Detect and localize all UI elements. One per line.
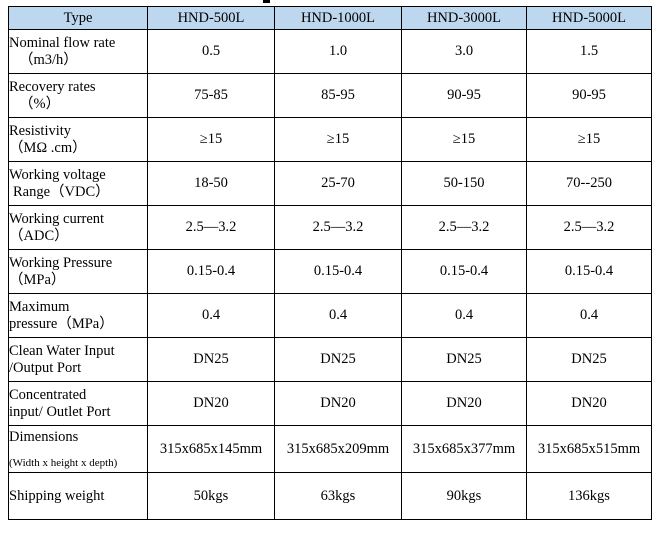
row-label-working-voltage: Working voltage Range（VDC） <box>8 161 148 206</box>
table-cell: 85-95 <box>274 73 402 118</box>
table-row: Shipping weight 50kgs 63kgs 90kgs 136kgs <box>8 472 652 520</box>
table-cell: ≥15 <box>274 117 402 162</box>
row-label-recovery-rates: Recovery rates （%） <box>8 73 148 118</box>
row-label-line: Maximum <box>9 298 70 315</box>
table-cell: 315x685x377mm <box>401 425 527 473</box>
table-cell: 18-50 <box>147 161 275 206</box>
table-cell: 50-150 <box>401 161 527 206</box>
row-label-line: input/ Outlet Port <box>9 403 111 420</box>
table-cell: 136kgs <box>526 472 652 520</box>
row-label-working-pressure: Working Pressure （MPa） <box>8 249 148 294</box>
table-cell: 2.5—3.2 <box>526 205 652 250</box>
table-row: Recovery rates （%） 75-85 85-95 90-95 90-… <box>8 73 652 118</box>
table-cell: ≥15 <box>401 117 527 162</box>
row-label-line: pressure（MPa） <box>9 315 114 332</box>
header-model-hnd-5000l: HND-5000L <box>526 6 652 30</box>
header-model-hnd-1000l: HND-1000L <box>274 6 402 30</box>
table-cell: DN20 <box>526 381 652 426</box>
row-label-line: Clean Water Input <box>9 342 115 359</box>
table-cell: 1.5 <box>526 29 652 74</box>
table-cell: DN20 <box>401 381 527 426</box>
table-cell: 50kgs <box>147 472 275 520</box>
table-row: Resistivity （MΩ .cm） ≥15 ≥15 ≥15 ≥15 <box>8 117 652 162</box>
row-label-line: Shipping weight <box>9 487 105 504</box>
row-label-maximum-pressure: Maximum pressure（MPa） <box>8 293 148 338</box>
row-label-line: Concentrated <box>9 386 87 403</box>
row-label-line: Working Pressure <box>9 254 113 271</box>
table-cell: 0.15-0.4 <box>274 249 402 294</box>
table-cell: ≥15 <box>526 117 652 162</box>
table-cell: 25-70 <box>274 161 402 206</box>
row-label-line: Working current <box>9 210 105 227</box>
spec-table: Type HND-500L HND-1000L HND-3000L HND-50… <box>8 6 652 520</box>
row-label-line: Recovery rates <box>9 78 96 95</box>
top-tick-mark <box>263 0 270 3</box>
table-cell: 3.0 <box>401 29 527 74</box>
row-label-nominal-flow-rate: Nominal flow rate （m3/h） <box>8 29 148 74</box>
header-model-hnd-500l: HND-500L <box>147 6 275 30</box>
table-row: Nominal flow rate （m3/h） 0.5 1.0 3.0 1.5 <box>8 29 652 74</box>
table-row: Concentrated input/ Outlet Port DN20 DN2… <box>8 381 652 426</box>
table-cell: 0.15-0.4 <box>147 249 275 294</box>
row-label-line: /Output Port <box>9 359 82 376</box>
row-label-dimensions: Dimensions (Width x height x depth) <box>8 425 148 473</box>
table-cell: 70--250 <box>526 161 652 206</box>
table-cell: 63kgs <box>274 472 402 520</box>
table-row: Working current （ADC） 2.5—3.2 2.5—3.2 2.… <box>8 205 652 250</box>
row-label-line: （ADC） <box>9 227 69 244</box>
table-cell: 0.4 <box>274 293 402 338</box>
row-label-working-current: Working current （ADC） <box>8 205 148 250</box>
row-label-line: Resistivity <box>9 122 72 139</box>
row-label-shipping-weight: Shipping weight <box>8 472 148 520</box>
table-cell: 90-95 <box>401 73 527 118</box>
table-cell: ≥15 <box>147 117 275 162</box>
row-label-line: （m3/h） <box>19 51 78 68</box>
top-rule <box>0 0 657 3</box>
table-cell: 0.4 <box>147 293 275 338</box>
table-row: Maximum pressure（MPa） 0.4 0.4 0.4 0.4 <box>8 293 652 338</box>
row-label-resistivity: Resistivity （MΩ .cm） <box>8 117 148 162</box>
table-row: Working voltage Range（VDC） 18-50 25-70 5… <box>8 161 652 206</box>
row-label-line: Dimensions <box>9 428 79 445</box>
table-cell: DN25 <box>147 337 275 382</box>
table-cell: 0.5 <box>147 29 275 74</box>
header-type: Type <box>8 6 148 30</box>
table-cell: 1.0 <box>274 29 402 74</box>
row-label-line: Nominal flow rate <box>9 34 116 51</box>
table-cell: 2.5—3.2 <box>274 205 402 250</box>
row-label-clean-water-port: Clean Water Input /Output Port <box>8 337 148 382</box>
table-cell: DN25 <box>526 337 652 382</box>
table-cell: DN25 <box>274 337 402 382</box>
table-cell: 0.4 <box>401 293 527 338</box>
table-row: Dimensions (Width x height x depth) 315x… <box>8 425 652 473</box>
table-cell: 0.4 <box>526 293 652 338</box>
table-row: Clean Water Input /Output Port DN25 DN25… <box>8 337 652 382</box>
table-cell: 315x685x515mm <box>526 425 652 473</box>
table-cell: 2.5—3.2 <box>401 205 527 250</box>
row-label-concentrated-port: Concentrated input/ Outlet Port <box>8 381 148 426</box>
row-label-line: （MPa） <box>9 271 66 288</box>
table-cell: 315x685x209mm <box>274 425 402 473</box>
row-label-note: (Width x height x depth) <box>9 456 118 469</box>
row-label-line: （%） <box>19 95 61 112</box>
table-cell: 0.15-0.4 <box>401 249 527 294</box>
table-cell: 315x685x145mm <box>147 425 275 473</box>
header-model-hnd-3000l: HND-3000L <box>401 6 527 30</box>
table-cell: 2.5—3.2 <box>147 205 275 250</box>
row-label-line: Range（VDC） <box>13 183 110 200</box>
header-row: Type HND-500L HND-1000L HND-3000L HND-50… <box>8 6 652 30</box>
table-cell: 90-95 <box>526 73 652 118</box>
table-cell: 0.15-0.4 <box>526 249 652 294</box>
row-label-line: Working voltage <box>9 166 106 183</box>
table-cell: 75-85 <box>147 73 275 118</box>
table-cell: DN20 <box>274 381 402 426</box>
table-cell: 90kgs <box>401 472 527 520</box>
table-cell: DN20 <box>147 381 275 426</box>
table-row: Working Pressure （MPa） 0.15-0.4 0.15-0.4… <box>8 249 652 294</box>
table-cell: DN25 <box>401 337 527 382</box>
row-label-line: （MΩ .cm） <box>9 139 87 156</box>
